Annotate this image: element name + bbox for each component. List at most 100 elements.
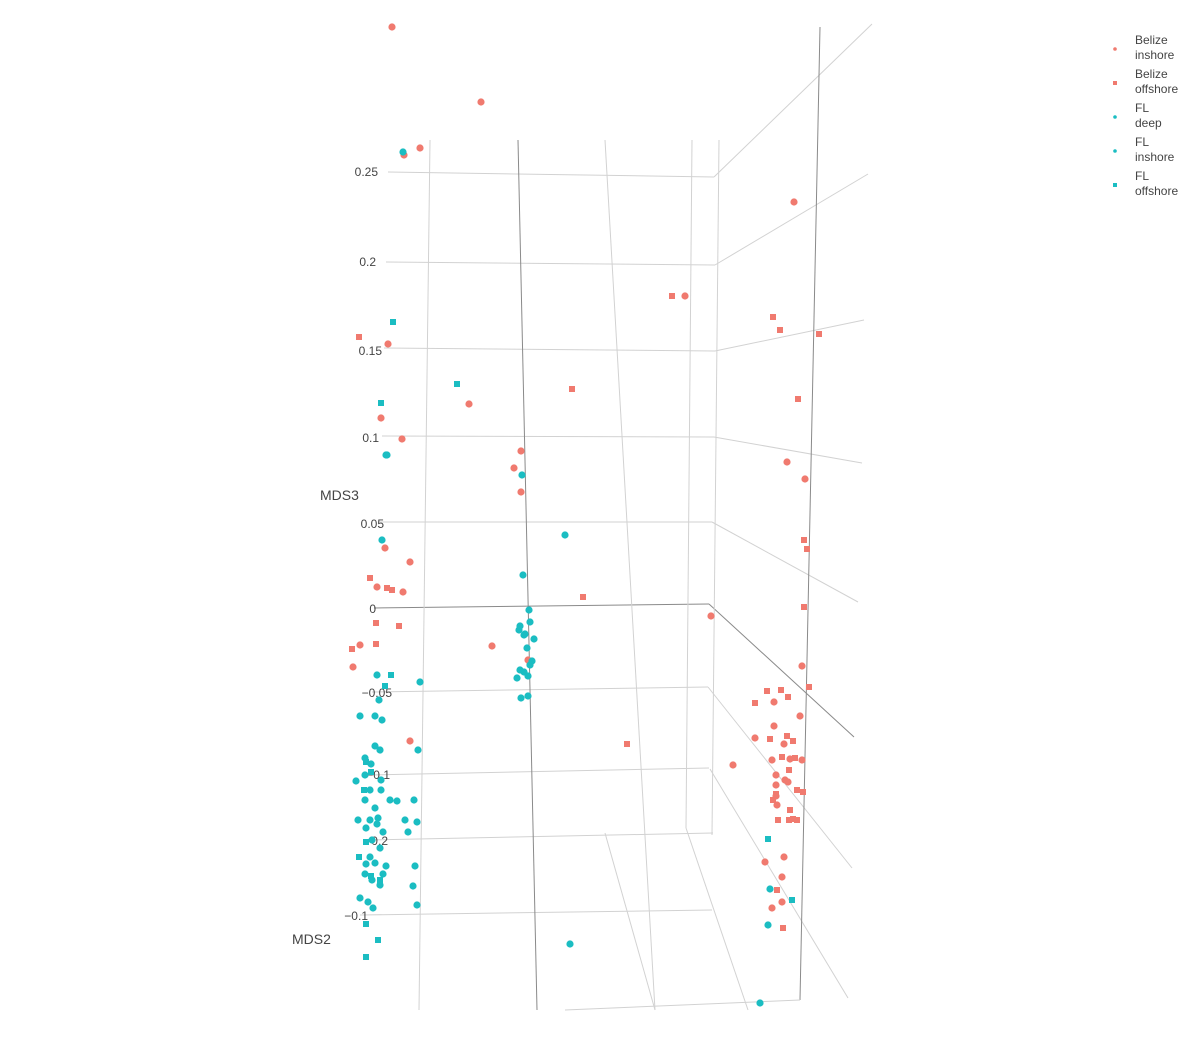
fl-offshore-point[interactable] xyxy=(390,319,396,325)
belize-offshore-point[interactable] xyxy=(784,733,790,739)
fl-offshore-point[interactable] xyxy=(789,897,795,903)
fl-inshore-point[interactable] xyxy=(373,820,381,828)
fl-inshore-point[interactable] xyxy=(413,901,421,909)
belize-offshore-point[interactable] xyxy=(780,925,786,931)
fl-offshore-point[interactable] xyxy=(363,954,369,960)
belize-inshore-point[interactable] xyxy=(783,458,791,466)
fl-deep-point[interactable] xyxy=(517,694,525,702)
fl-inshore-point[interactable] xyxy=(366,786,374,794)
belize-inshore-point[interactable] xyxy=(798,756,806,764)
fl-inshore-point[interactable] xyxy=(356,712,364,720)
belize-inshore-point[interactable] xyxy=(416,144,424,152)
fl-inshore-point[interactable] xyxy=(364,898,372,906)
fl-inshore-point[interactable] xyxy=(411,862,419,870)
belize-offshore-point[interactable] xyxy=(764,688,770,694)
belize-offshore-point[interactable] xyxy=(669,293,675,299)
belize-offshore-point[interactable] xyxy=(777,327,783,333)
fl-deep-point[interactable] xyxy=(524,692,532,700)
fl-offshore-point[interactable] xyxy=(363,759,369,765)
legend-entry-label[interactable]: Belize xyxy=(1135,33,1168,47)
fl-inshore-point[interactable] xyxy=(378,716,386,724)
fl-inshore-point[interactable] xyxy=(361,771,369,779)
fl-offshore-legend-marker[interactable] xyxy=(1113,183,1117,187)
belize-offshore-point[interactable] xyxy=(580,594,586,600)
belize-offshore-point[interactable] xyxy=(785,694,791,700)
fl-inshore-point[interactable] xyxy=(374,814,382,822)
belize-inshore-point[interactable] xyxy=(770,698,778,706)
fl-inshore-point[interactable] xyxy=(373,671,381,679)
belize-offshore-point[interactable] xyxy=(775,817,781,823)
fl-inshore-point[interactable] xyxy=(376,881,384,889)
fl-inshore-point[interactable] xyxy=(378,536,386,544)
fl-offshore-point[interactable] xyxy=(388,672,394,678)
belize-offshore-point[interactable] xyxy=(770,797,776,803)
legend-entry-label[interactable]: deep xyxy=(1135,116,1162,130)
fl-inshore-point[interactable] xyxy=(362,824,370,832)
belize-inshore-point[interactable] xyxy=(398,435,406,443)
belize-inshore-point[interactable] xyxy=(780,740,788,748)
fl-offshore-point[interactable] xyxy=(765,836,771,842)
belize-offshore-point[interactable] xyxy=(770,314,776,320)
fl-inshore-point[interactable] xyxy=(361,796,369,804)
fl-inshore-point[interactable] xyxy=(764,921,772,929)
legend-entry-label[interactable]: FL xyxy=(1135,101,1149,115)
legend-entry-label[interactable]: inshore xyxy=(1135,150,1175,164)
belize-offshore-point[interactable] xyxy=(800,789,806,795)
belize-inshore-point[interactable] xyxy=(707,612,715,620)
fl-inshore-point[interactable] xyxy=(386,796,394,804)
belize-offshore-point[interactable] xyxy=(790,816,796,822)
fl-deep-point[interactable] xyxy=(523,644,531,652)
fl-inshore-point[interactable] xyxy=(379,870,387,878)
belize-offshore-point[interactable] xyxy=(569,386,575,392)
belize-offshore-point[interactable] xyxy=(794,817,800,823)
belize-inshore-point[interactable] xyxy=(780,853,788,861)
belize-offshore-point[interactable] xyxy=(795,396,801,402)
belize-offshore-point[interactable] xyxy=(774,887,780,893)
fl-offshore-point[interactable] xyxy=(368,769,374,775)
belize-inshore-point[interactable] xyxy=(770,722,778,730)
belize-offshore-point[interactable] xyxy=(373,641,379,647)
belize-inshore-point[interactable] xyxy=(801,475,809,483)
fl-inshore-point[interactable] xyxy=(376,746,384,754)
belize-inshore-legend-marker[interactable] xyxy=(1113,47,1117,51)
fl-offshore-point[interactable] xyxy=(363,921,369,927)
belize-offshore-point[interactable] xyxy=(792,755,798,761)
legend-entry-label[interactable]: Belize xyxy=(1135,67,1168,81)
belize-inshore-point[interactable] xyxy=(751,734,759,742)
belize-inshore-point[interactable] xyxy=(778,873,786,881)
legend-entry-label[interactable]: FL xyxy=(1135,169,1149,183)
belize-offshore-point[interactable] xyxy=(790,738,796,744)
fl-deep-point[interactable] xyxy=(756,999,764,1007)
belize-offshore-point[interactable] xyxy=(389,587,395,593)
belize-inshore-point[interactable] xyxy=(477,98,485,106)
fl-deep-point[interactable] xyxy=(530,635,538,643)
fl-deep-point[interactable] xyxy=(524,672,532,680)
belize-offshore-point[interactable] xyxy=(349,646,355,652)
fl-inshore-point[interactable] xyxy=(413,818,421,826)
belize-inshore-point[interactable] xyxy=(772,781,780,789)
fl-inshore-point[interactable] xyxy=(369,904,377,912)
fl-inshore-point[interactable] xyxy=(410,796,418,804)
belize-offshore-point[interactable] xyxy=(816,331,822,337)
belize-offshore-point[interactable] xyxy=(373,620,379,626)
fl-offshore-point[interactable] xyxy=(378,400,384,406)
fl-inshore-point[interactable] xyxy=(368,836,376,844)
fl-deep-point[interactable] xyxy=(566,940,574,948)
fl-deep-point[interactable] xyxy=(561,531,569,539)
belize-inshore-point[interactable] xyxy=(399,588,407,596)
fl-deep-point[interactable] xyxy=(526,661,534,669)
fl-inshore-point[interactable] xyxy=(371,742,379,750)
fl-offshore-point[interactable] xyxy=(363,839,369,845)
belize-offshore-point[interactable] xyxy=(773,791,779,797)
fl-inshore-point[interactable] xyxy=(361,870,369,878)
belize-inshore-point[interactable] xyxy=(786,755,794,763)
belize-inshore-point[interactable] xyxy=(768,756,776,764)
fl-offshore-point[interactable] xyxy=(356,854,362,860)
belize-inshore-point[interactable] xyxy=(406,558,414,566)
belize-offshore-point[interactable] xyxy=(752,700,758,706)
fl-deep-point[interactable] xyxy=(399,148,407,156)
belize-offshore-point[interactable] xyxy=(384,585,390,591)
belize-inshore-point[interactable] xyxy=(761,858,769,866)
fl-inshore-point[interactable] xyxy=(352,777,360,785)
fl-inshore-point[interactable] xyxy=(375,696,383,704)
